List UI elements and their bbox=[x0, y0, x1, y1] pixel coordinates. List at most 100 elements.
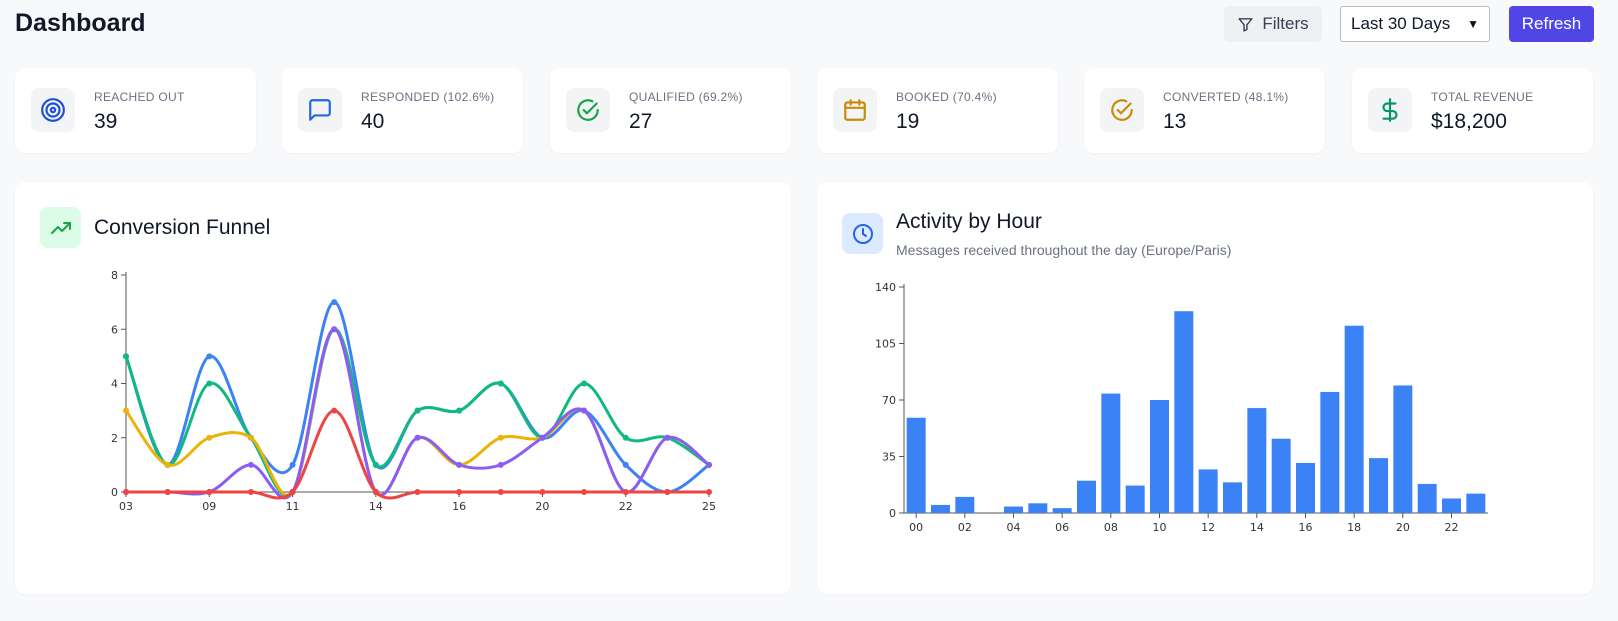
message-icon bbox=[298, 88, 342, 132]
data-point bbox=[622, 489, 629, 495]
data-point bbox=[331, 407, 338, 414]
x-tick-label: 18 bbox=[1347, 521, 1361, 534]
chevron-down-icon: ▼ bbox=[1467, 17, 1479, 31]
dollar-icon bbox=[1368, 88, 1412, 132]
data-point bbox=[331, 326, 338, 333]
kpi-value: 27 bbox=[629, 110, 653, 133]
data-point bbox=[664, 434, 671, 441]
bar bbox=[1417, 483, 1437, 513]
data-point bbox=[123, 407, 129, 414]
bar bbox=[1150, 400, 1169, 513]
kpi-label: TOTAL REVENUE bbox=[1431, 90, 1534, 104]
filters-button[interactable]: Filters bbox=[1224, 6, 1322, 42]
trending-up-icon bbox=[40, 207, 81, 248]
data-point bbox=[372, 461, 379, 468]
x-tick-label: 00 bbox=[909, 521, 923, 534]
top-bar: Dashboard Filters Last 30 Days ▼ Refresh bbox=[0, 0, 1618, 50]
bar bbox=[1271, 438, 1291, 513]
kpi-label: BOOKED (70.4%) bbox=[896, 90, 997, 104]
x-tick-label: 08 bbox=[1104, 521, 1118, 534]
bar bbox=[1198, 469, 1218, 513]
date-range-value: Last 30 Days bbox=[1351, 14, 1451, 33]
data-point bbox=[539, 434, 546, 441]
data-point bbox=[206, 434, 213, 441]
data-point bbox=[622, 461, 629, 468]
card-subtitle: Messages received throughout the day (Eu… bbox=[896, 242, 1232, 258]
card-title: Activity by Hour bbox=[896, 210, 1042, 233]
bar bbox=[1247, 408, 1267, 513]
data-point bbox=[247, 461, 254, 468]
kpi-card-reached-out: REACHED OUT 39 bbox=[15, 68, 256, 153]
refresh-button[interactable]: Refresh bbox=[1509, 6, 1594, 42]
data-point bbox=[497, 380, 504, 387]
bar bbox=[1052, 508, 1072, 513]
data-point bbox=[497, 434, 504, 441]
kpi-value: 39 bbox=[94, 110, 118, 133]
x-tick-label: 12 bbox=[1201, 521, 1215, 534]
bar bbox=[1125, 485, 1145, 513]
data-point bbox=[289, 461, 296, 468]
y-tick-label: 8 bbox=[111, 269, 118, 282]
data-point bbox=[123, 489, 129, 495]
bar bbox=[1028, 503, 1048, 513]
filters-label: Filters bbox=[1262, 14, 1309, 33]
y-tick-label: 35 bbox=[882, 451, 896, 464]
clock-icon bbox=[842, 213, 883, 254]
y-tick-label: 6 bbox=[111, 323, 118, 336]
bar bbox=[1393, 385, 1413, 513]
y-tick-label: 2 bbox=[111, 432, 118, 445]
activity-by-hour-chart: 0 35 70 105 140 00 02 04 06 08 10 12 14 16 18 20 22 bbox=[875, 281, 1488, 534]
y-tick-label: 70 bbox=[882, 394, 896, 407]
data-point bbox=[123, 353, 129, 360]
series-line-3 bbox=[126, 327, 710, 500]
y-tick-label: 105 bbox=[875, 338, 896, 351]
kpi-value: $18,200 bbox=[1431, 110, 1507, 133]
y-tick-label: 140 bbox=[875, 281, 896, 294]
data-point bbox=[706, 461, 712, 468]
kpi-card-booked: BOOKED (70.4%) 19 bbox=[817, 68, 1058, 153]
series-line-0 bbox=[124, 300, 710, 494]
bar bbox=[1223, 482, 1242, 513]
conversion-funnel-card: Conversion Funnel 0 2 4 6 8 03 09 11 14 16 20 22 25 bbox=[15, 182, 791, 594]
kpi-label: QUALIFIED (69.2%) bbox=[629, 90, 743, 104]
date-range-select[interactable]: Last 30 Days ▼ bbox=[1340, 6, 1490, 42]
bar bbox=[1442, 498, 1461, 513]
bar bbox=[1077, 480, 1096, 513]
y-tick-label: 0 bbox=[111, 486, 118, 499]
data-point bbox=[164, 489, 171, 495]
data-point bbox=[289, 489, 296, 495]
x-tick-label: 04 bbox=[1007, 521, 1021, 534]
y-tick-label: 0 bbox=[889, 507, 896, 520]
bar bbox=[1004, 506, 1023, 513]
x-tick-label: 22 bbox=[1445, 521, 1459, 534]
data-point bbox=[622, 434, 629, 441]
data-point bbox=[497, 489, 504, 495]
x-tick-label: 14 bbox=[369, 500, 383, 513]
data-point bbox=[581, 407, 588, 414]
kpi-label: REACHED OUT bbox=[94, 90, 185, 104]
x-tick-label: 03 bbox=[119, 500, 133, 513]
data-point bbox=[456, 489, 463, 495]
bar bbox=[1174, 311, 1194, 513]
x-tick-label: 16 bbox=[452, 500, 466, 513]
check-circle-icon bbox=[566, 88, 610, 132]
data-point bbox=[456, 461, 463, 468]
card-title: Conversion Funnel bbox=[94, 216, 271, 239]
x-tick-label: 02 bbox=[958, 521, 972, 534]
x-tick-label: 16 bbox=[1299, 521, 1313, 534]
data-point bbox=[539, 489, 546, 495]
bar bbox=[1466, 493, 1486, 513]
x-tick-label: 22 bbox=[619, 500, 633, 513]
conversion-funnel-chart: 0 2 4 6 8 03 09 11 14 16 20 22 25 bbox=[111, 269, 716, 513]
data-point bbox=[456, 407, 463, 414]
bar bbox=[955, 496, 975, 513]
data-point bbox=[247, 434, 254, 441]
x-tick-label: 11 bbox=[286, 500, 300, 513]
bar bbox=[1101, 393, 1121, 513]
data-point bbox=[706, 489, 712, 495]
x-tick-label: 25 bbox=[702, 500, 716, 513]
data-point bbox=[206, 380, 213, 387]
data-point bbox=[497, 461, 504, 468]
x-tick-label: 20 bbox=[1396, 521, 1410, 534]
data-point bbox=[664, 489, 671, 495]
